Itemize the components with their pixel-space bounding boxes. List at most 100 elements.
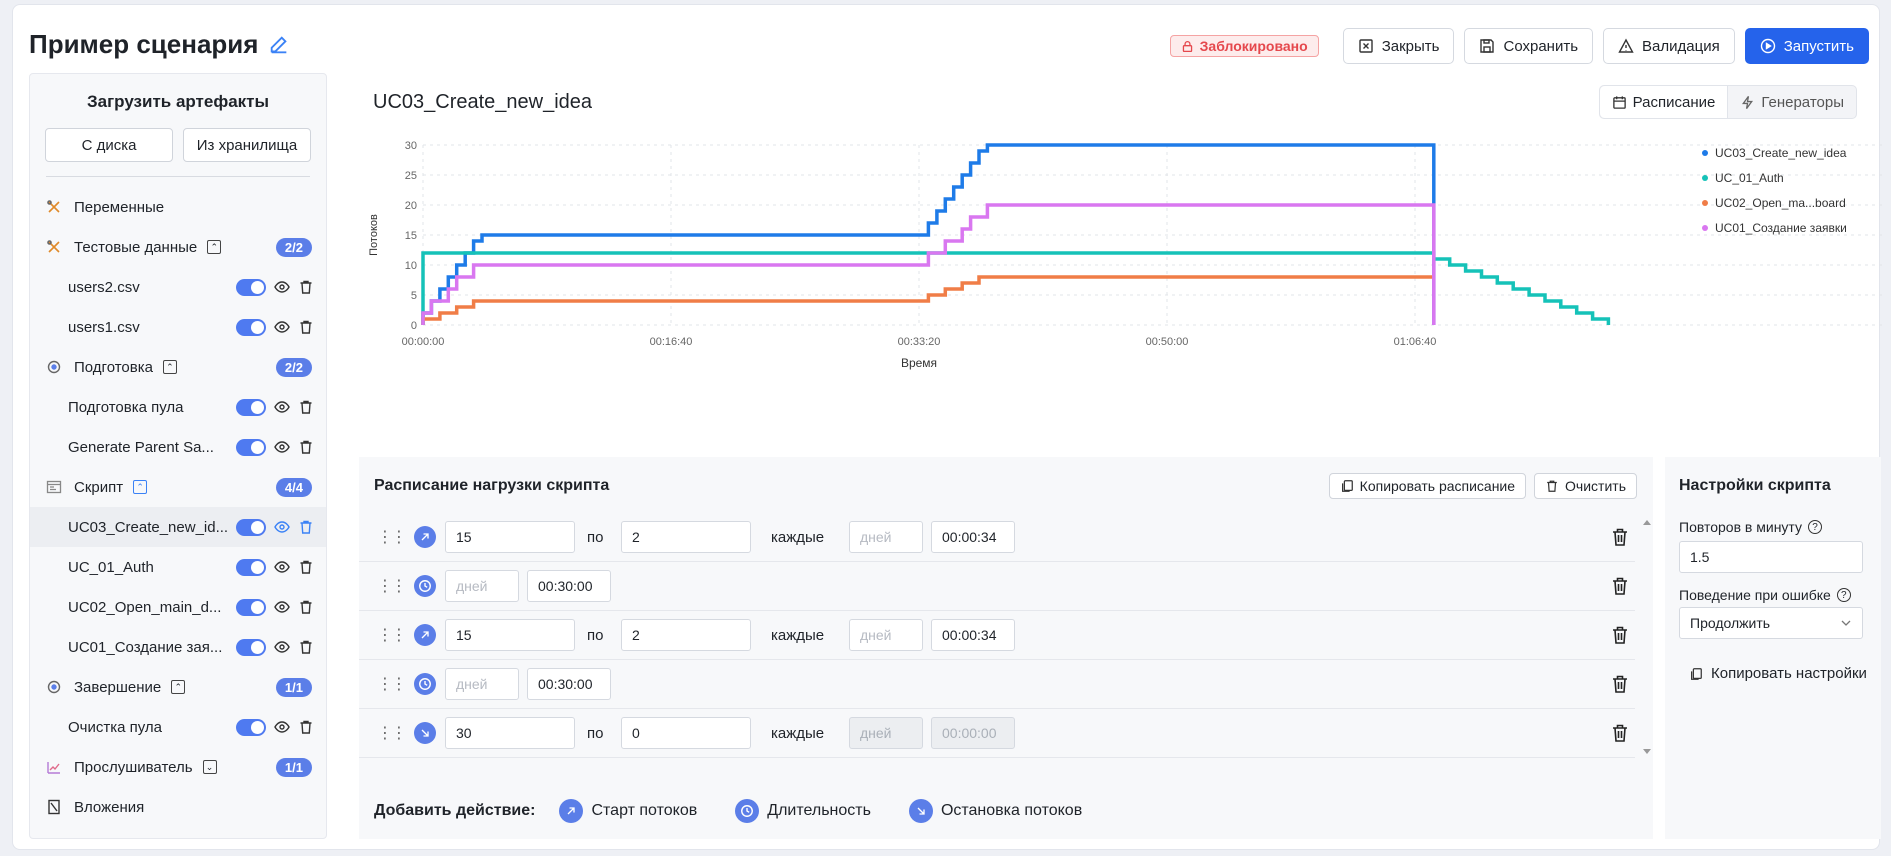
eye-icon[interactable] (274, 399, 290, 415)
time-input[interactable]: 00:00:34 (931, 521, 1015, 553)
delete-row-icon[interactable] (1611, 576, 1629, 596)
series-line (421, 251, 1611, 325)
expand-icon[interactable]: ⌄ (202, 760, 217, 774)
days-input[interactable]: дней (445, 570, 519, 602)
lightning-icon (1742, 95, 1754, 109)
list-item[interactable]: Подготовка пула (30, 387, 326, 427)
title-row: Пример сценария (29, 29, 290, 60)
drag-handle-icon[interactable]: ⋮⋮ (377, 578, 407, 595)
enable-toggle[interactable] (236, 638, 266, 656)
enable-toggle[interactable] (236, 278, 266, 296)
list-item[interactable]: UC01_Создание зая... (30, 627, 326, 667)
clear-schedule-button[interactable]: Очистить (1534, 473, 1637, 499)
list-item[interactable]: Generate Parent Sa... (30, 427, 326, 467)
run-button[interactable]: Запустить (1744, 28, 1869, 64)
trash-icon[interactable] (298, 439, 314, 455)
pencil-icon[interactable] (268, 34, 290, 56)
sidebar-item-attachments[interactable]: Вложения (30, 787, 326, 827)
help-icon[interactable]: ? (1836, 588, 1851, 602)
eye-icon[interactable] (274, 719, 290, 735)
list-item[interactable]: UC02_Open_main_d... (30, 587, 326, 627)
list-item[interactable]: UC_01_Auth (30, 547, 326, 587)
sidebar-group-listener[interactable]: Прослушиватель ⌄ 1/1 (30, 747, 326, 787)
trash-icon[interactable] (298, 719, 314, 735)
help-icon[interactable]: ? (1808, 520, 1822, 534)
list-item[interactable]: users2.csv (30, 267, 326, 307)
lock-icon (1182, 40, 1192, 52)
legend-label: UC03_Create_new_idea (1715, 146, 1847, 160)
sidebar-group-prep[interactable]: Подготовка ⌃ 2/2 (30, 347, 326, 387)
enable-toggle[interactable] (236, 598, 266, 616)
count-badge: 2/2 (275, 237, 312, 257)
threads-from-input[interactable]: 15 (445, 521, 575, 553)
list-item[interactable]: users1.csv (30, 307, 326, 347)
drag-handle-icon[interactable]: ⋮⋮ (377, 627, 407, 644)
collapse-icon[interactable]: ⌃ (171, 680, 186, 694)
time-input[interactable]: 00:30:00 (527, 668, 611, 700)
trash-icon[interactable] (298, 639, 314, 655)
trash-icon[interactable] (298, 399, 314, 415)
enable-toggle[interactable] (236, 398, 266, 416)
list-item[interactable]: Очистка пула (30, 707, 326, 747)
delete-row-icon[interactable] (1611, 527, 1629, 547)
eye-icon[interactable] (274, 639, 290, 655)
collapse-icon[interactable]: ⌃ (207, 240, 222, 254)
eye-icon[interactable] (274, 439, 290, 455)
threads-to-input[interactable]: 0 (621, 717, 751, 749)
time-input[interactable]: 00:30:00 (527, 570, 611, 602)
delete-row-icon[interactable] (1611, 625, 1629, 645)
enable-toggle[interactable] (236, 438, 266, 456)
schedule-scrollbar[interactable] (1641, 517, 1653, 757)
trash-icon[interactable] (298, 279, 314, 295)
eye-icon[interactable] (274, 519, 290, 535)
days-input[interactable]: дней (849, 521, 923, 553)
threads-from-input[interactable]: 15 (445, 619, 575, 651)
scenario-card: Пример сценария Заблокировано Закрыть Со… (12, 4, 1883, 850)
drag-handle-icon[interactable]: ⋮⋮ (377, 725, 407, 742)
list-item[interactable]: UC03_Create_new_id... (30, 507, 326, 547)
trash-icon[interactable] (298, 559, 314, 575)
threads-to-input[interactable]: 2 (621, 619, 751, 651)
upload-from-disk-button[interactable]: С диска (45, 128, 173, 162)
days-input[interactable]: дней (445, 668, 519, 700)
sidebar-group-finish[interactable]: Завершение ⌃ 1/1 (30, 667, 326, 707)
add-start-threads-button[interactable]: Старт потоков (559, 799, 697, 823)
threads-from-input[interactable]: 30 (445, 717, 575, 749)
sidebar-group-test-data[interactable]: Тестовые данные ⌃ 2/2 (30, 227, 326, 267)
gear-eye-icon (46, 359, 62, 375)
delete-row-icon[interactable] (1611, 674, 1629, 694)
eye-icon[interactable] (274, 279, 290, 295)
add-duration-button[interactable]: Длительность (735, 799, 871, 823)
enable-toggle[interactable] (236, 558, 266, 576)
eye-icon[interactable] (274, 319, 290, 335)
drag-handle-icon[interactable]: ⋮⋮ (377, 529, 407, 546)
validate-button[interactable]: Валидация (1603, 28, 1735, 64)
copy-schedule-button[interactable]: Копировать расписание (1328, 473, 1527, 499)
trash-icon[interactable] (298, 599, 314, 615)
eye-icon[interactable] (274, 559, 290, 575)
drag-handle-icon[interactable]: ⋮⋮ (377, 676, 407, 693)
upload-from-storage-button[interactable]: Из хранилища (183, 128, 311, 162)
time-input[interactable]: 00:00:34 (931, 619, 1015, 651)
eye-icon[interactable] (274, 599, 290, 615)
collapse-icon[interactable]: ⌃ (133, 480, 148, 494)
enable-toggle[interactable] (236, 718, 266, 736)
save-button[interactable]: Сохранить (1464, 28, 1594, 64)
tab-generators[interactable]: Генераторы (1728, 86, 1856, 118)
close-button[interactable]: Закрыть (1342, 28, 1455, 64)
trash-icon[interactable] (298, 319, 314, 335)
tab-schedule[interactable]: Расписание (1599, 86, 1729, 118)
collapse-icon[interactable]: ⌃ (162, 360, 177, 374)
days-input[interactable]: дней (849, 619, 923, 651)
enable-toggle[interactable] (236, 318, 266, 336)
copy-settings-button[interactable]: Копировать настройки (1689, 665, 1867, 682)
add-stop-threads-button[interactable]: Остановка потоков (908, 799, 1082, 823)
delete-row-icon[interactable] (1611, 723, 1629, 743)
sidebar-item-variables[interactable]: Переменные (30, 187, 326, 227)
sidebar-group-script[interactable]: Скрипт ⌃ 4/4 (30, 467, 326, 507)
threads-to-input[interactable]: 2 (621, 521, 751, 553)
trash-icon[interactable] (298, 519, 314, 535)
on-error-select[interactable]: Продолжить (1679, 607, 1863, 639)
rpm-input[interactable]: 1.5 (1679, 541, 1863, 573)
enable-toggle[interactable] (236, 518, 266, 536)
